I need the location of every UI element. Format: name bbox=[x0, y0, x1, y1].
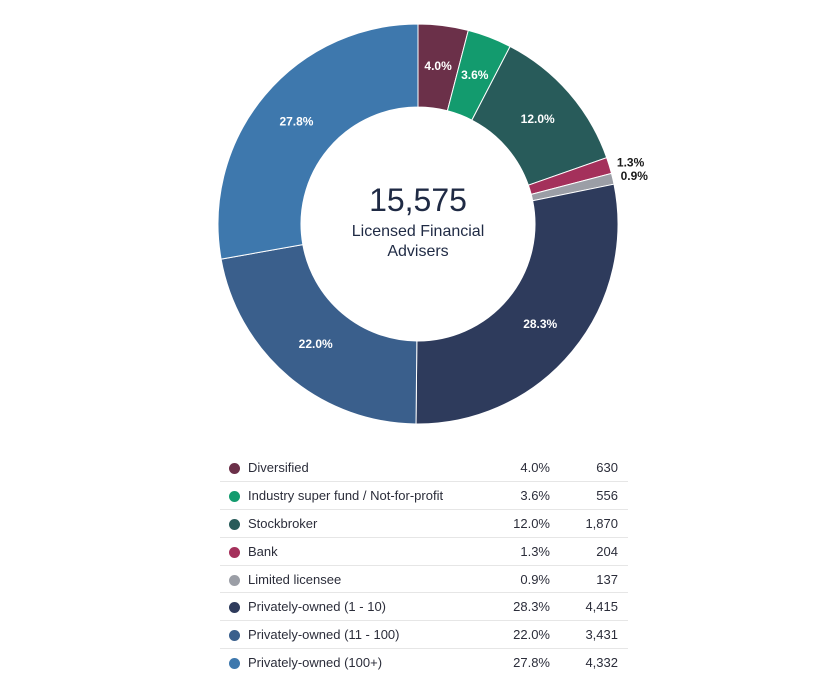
legend-row: Privately-owned (100+) 27.8% 4,332 bbox=[220, 649, 628, 677]
slice-label: 1.3% bbox=[617, 155, 645, 169]
slice-label: 3.6% bbox=[461, 68, 489, 82]
legend-percent: 1.3% bbox=[470, 537, 550, 566]
legend-row: Stockbroker 12.0% 1,870 bbox=[220, 509, 628, 538]
legend-dot-icon bbox=[228, 630, 240, 642]
center-total-value: 15,575 bbox=[369, 182, 467, 218]
legend-percent: 4.0% bbox=[470, 454, 550, 483]
legend-value: 556 bbox=[550, 481, 628, 511]
legend-row: Privately-owned (11 - 100) 22.0% 3,431 bbox=[220, 620, 628, 650]
slice-privately-owned-1-10 bbox=[415, 183, 619, 425]
legend-marker-cell bbox=[220, 537, 248, 566]
legend-row: Bank 1.3% 204 bbox=[220, 537, 628, 566]
legend-percent: 3.6% bbox=[470, 481, 550, 511]
legend-value: 4,332 bbox=[585, 655, 618, 671]
legend-value: 1,870 bbox=[550, 509, 628, 538]
slice-label: 12.0% bbox=[521, 112, 555, 126]
slice-label: 22.0% bbox=[299, 337, 333, 351]
legend-marker-cell bbox=[220, 592, 248, 622]
legend-value: 630 bbox=[550, 454, 628, 483]
legend-name: Bank bbox=[248, 537, 470, 566]
legend-dot-icon bbox=[228, 463, 240, 475]
legend-marker-cell bbox=[220, 481, 248, 511]
legend-name: Industry super fund / Not-for-profit bbox=[248, 481, 470, 511]
legend-percent: 0.9% bbox=[470, 565, 550, 594]
slice-privately-owned-100 bbox=[217, 23, 419, 260]
legend-percent: 22.0% bbox=[470, 620, 550, 650]
slice-labels: 4.0% 3.6% 12.0% 1.3%0.9% 28.3% 22.0% 27.8% bbox=[279, 59, 648, 351]
legend-name: Limited licensee bbox=[248, 565, 470, 594]
legend-dot-icon bbox=[228, 658, 240, 670]
legend-marker-cell bbox=[220, 565, 248, 594]
legend-value: 204 bbox=[550, 537, 628, 566]
legend-name: Diversified bbox=[248, 454, 470, 483]
legend-dot-icon bbox=[228, 574, 240, 586]
center-label-line1: Licensed Financial bbox=[352, 223, 485, 240]
legend-dot-icon bbox=[228, 519, 240, 531]
legend-marker-cell bbox=[220, 454, 248, 483]
slice-label: 27.8% bbox=[279, 114, 313, 128]
legend-dot-icon bbox=[228, 491, 240, 503]
center-label-line2: Advisers bbox=[387, 243, 448, 260]
legend-percent: 27.8% bbox=[513, 655, 550, 671]
legend-name: Privately-owned (100+) bbox=[248, 655, 383, 671]
slice-privately-owned-11-100 bbox=[220, 243, 418, 425]
legend-value: 137 bbox=[550, 565, 628, 594]
legend-row: Limited licensee 0.9% 137 bbox=[220, 565, 628, 594]
slice-label: 4.0% bbox=[424, 59, 452, 73]
legend-marker-cell bbox=[220, 509, 248, 538]
legend-percent: 28.3% bbox=[470, 592, 550, 622]
legend-percent: 12.0% bbox=[470, 509, 550, 538]
slice-label: 28.3% bbox=[523, 317, 557, 331]
donut-chart: 4.0% 3.6% 12.0% 1.3%0.9% 28.3% 22.0% 27.8% 15,… bbox=[217, 23, 648, 425]
legend-dot-icon bbox=[228, 602, 240, 614]
legend-row: Industry super fund / Not-for-profit 3.6%… bbox=[220, 481, 628, 511]
legend-name: Privately-owned (1 - 10) bbox=[248, 592, 470, 622]
legend-row: Diversified 4.0% 630 bbox=[220, 454, 628, 483]
legend-marker-cell bbox=[220, 649, 248, 677]
legend-table: Diversified 4.0% 630 Industry super fund / … bbox=[220, 454, 628, 676]
legend-marker-cell bbox=[220, 620, 248, 650]
legend-dot-icon bbox=[228, 546, 240, 558]
legend-value: 3,431 bbox=[550, 620, 628, 650]
legend-name: Privately-owned (11 - 100) bbox=[248, 620, 470, 650]
legend-row: Privately-owned (1 - 10) 28.3% 4,415 bbox=[220, 592, 628, 622]
legend-name: Stockbroker bbox=[248, 509, 470, 538]
slice-label: 0.9% bbox=[621, 169, 649, 183]
legend-value: 4,415 bbox=[550, 592, 628, 622]
donut-slices bbox=[217, 23, 619, 425]
